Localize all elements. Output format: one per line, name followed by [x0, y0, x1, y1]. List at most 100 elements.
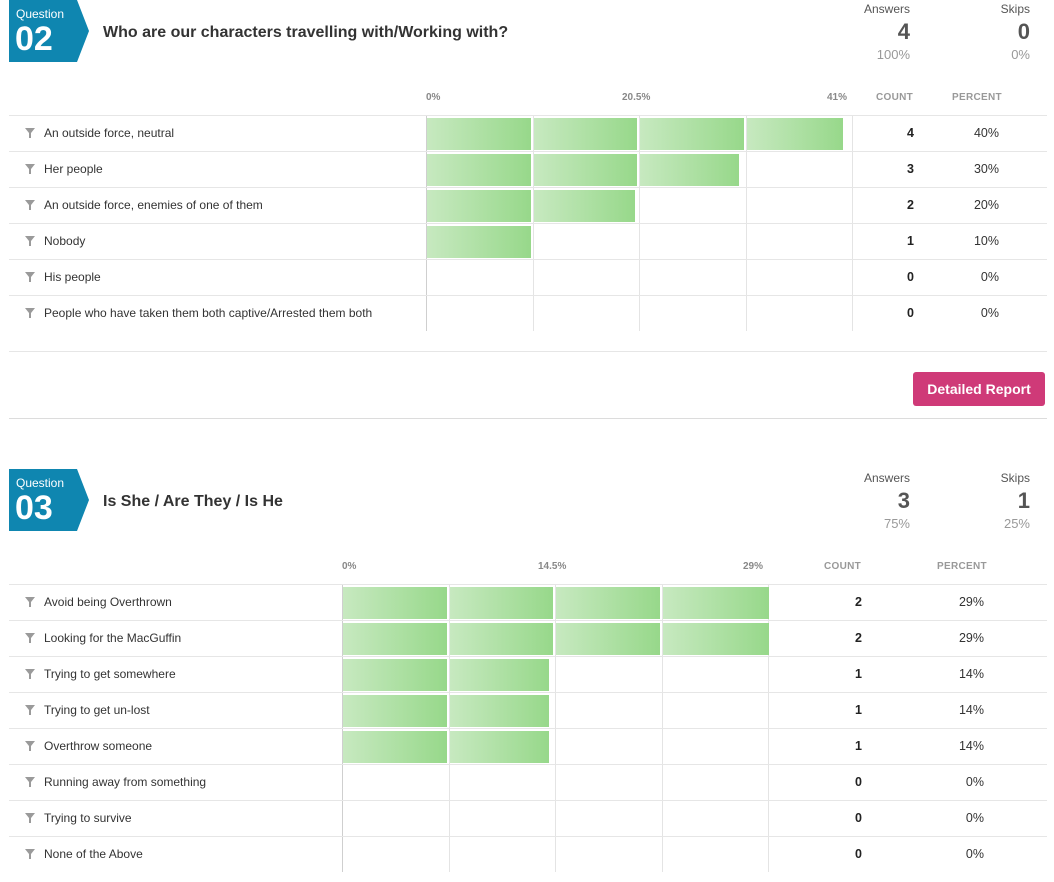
answer-row-label[interactable]: Trying to get un-lost	[24, 703, 150, 717]
answer-count: 1	[855, 739, 862, 753]
bar-segment	[427, 118, 531, 150]
section-divider	[9, 351, 1047, 352]
badge-shape	[9, 0, 89, 62]
answer-text: Nobody	[44, 234, 86, 248]
skips-label: Skips	[1000, 2, 1030, 16]
answer-count: 0	[855, 775, 862, 789]
answer-percent: 14%	[958, 739, 984, 753]
answers-label: Answers	[863, 471, 910, 485]
detailed-report-button[interactable]: Detailed Report	[913, 372, 1045, 406]
answer-percent: 29%	[958, 631, 984, 645]
answer-count: 0	[855, 847, 862, 861]
row-separator	[9, 259, 1047, 260]
filter-icon[interactable]	[24, 271, 36, 283]
answers-count: 3	[897, 488, 910, 513]
count-column-header: COUNT	[824, 561, 862, 572]
filter-icon[interactable]	[24, 812, 36, 824]
badge-shape	[9, 469, 89, 531]
answer-count: 0	[907, 270, 914, 284]
bar-segment	[343, 659, 447, 691]
answer-row-label[interactable]: Avoid being Overthrown	[24, 595, 172, 609]
answer-row-label[interactable]: Her people	[24, 162, 103, 176]
answer-row-label[interactable]: Looking for the MacGuffin	[24, 631, 181, 645]
filter-icon[interactable]	[24, 632, 36, 644]
answer-text: An outside force, enemies of one of them	[44, 198, 263, 212]
filter-icon[interactable]	[24, 199, 36, 211]
bar-segment	[662, 623, 769, 655]
answer-percent: 0%	[965, 847, 984, 861]
answer-percent: 0%	[965, 811, 984, 825]
row-separator	[9, 800, 1047, 801]
answer-bar	[427, 118, 843, 150]
bar-segment	[449, 659, 549, 691]
answer-row-label[interactable]: His people	[24, 270, 101, 284]
bar-segment	[533, 190, 635, 222]
answer-text: Avoid being Overthrown	[44, 595, 172, 609]
answer-row-label[interactable]: People who have taken them both captive/…	[24, 306, 372, 320]
skips-count: 1	[1017, 488, 1030, 513]
answer-count: 0	[907, 306, 914, 320]
axis-tick-label: 14.5%	[538, 561, 567, 572]
answer-row-label[interactable]: An outside force, enemies of one of them	[24, 198, 263, 212]
bar-segment	[533, 118, 637, 150]
row-separator	[9, 728, 1047, 729]
skips-percent: 0%	[1011, 47, 1030, 62]
filter-icon[interactable]	[24, 740, 36, 752]
question-02-section: Question 02 Who are our characters trave…	[0, 0, 1054, 420]
bar-segment	[640, 154, 739, 186]
answer-count: 2	[907, 198, 914, 212]
answers-label: Answers	[863, 2, 910, 16]
skips-percent: 25%	[1003, 516, 1030, 531]
filter-icon[interactable]	[24, 163, 36, 175]
filter-icon[interactable]	[24, 848, 36, 860]
percent-column-header: PERCENT	[937, 561, 987, 572]
filter-icon[interactable]	[24, 235, 36, 247]
row-separator	[9, 115, 1047, 116]
axis-tick-label: 0%	[342, 561, 357, 572]
filter-icon[interactable]	[24, 307, 36, 319]
answer-count: 1	[855, 667, 862, 681]
answer-text: Trying to survive	[44, 811, 132, 825]
answer-row-label[interactable]: Running away from something	[24, 775, 206, 789]
answer-text: An outside force, neutral	[44, 126, 175, 140]
bar-segment	[427, 190, 531, 222]
answer-bar	[343, 623, 769, 655]
row-separator	[9, 656, 1047, 657]
skips-stat: Skips 0 0%	[950, 2, 1030, 62]
filter-icon[interactable]	[24, 704, 36, 716]
answer-text: None of the Above	[44, 847, 143, 861]
bar-segment	[556, 623, 660, 655]
answer-count: 2	[855, 631, 862, 645]
question-badge-label: Question	[16, 476, 65, 490]
answer-text: Running away from something	[44, 775, 207, 789]
answer-bar	[343, 587, 769, 619]
count-column-header: COUNT	[876, 92, 914, 103]
question-03-section: Question 03 Is She / Are They / Is He An…	[0, 469, 1054, 882]
bar-segment	[449, 623, 553, 655]
bar-segment	[449, 695, 549, 727]
answer-row-label[interactable]: Nobody	[24, 234, 85, 248]
filter-icon[interactable]	[24, 127, 36, 139]
row-separator	[9, 764, 1047, 765]
row-separator	[9, 836, 1047, 837]
answer-count: 3	[907, 162, 914, 176]
answer-row-label[interactable]: Trying to get somewhere	[24, 667, 176, 681]
filter-icon[interactable]	[24, 776, 36, 788]
answer-bar	[343, 695, 549, 727]
filter-icon[interactable]	[24, 596, 36, 608]
filter-icon[interactable]	[24, 668, 36, 680]
row-separator	[9, 151, 1047, 152]
answer-row-label[interactable]: Overthrow someone	[24, 739, 152, 753]
answer-row-label[interactable]: None of the Above	[24, 847, 143, 861]
answer-count: 1	[907, 234, 914, 248]
answer-row-label[interactable]: Trying to survive	[24, 811, 132, 825]
answer-text: Trying to get somewhere	[44, 667, 176, 681]
bar-segment	[449, 587, 553, 619]
question-badge: Question 03	[9, 469, 89, 531]
row-separator	[9, 692, 1047, 693]
answer-text: People who have taken them both captive/…	[44, 306, 373, 320]
axis-tick-label: 20.5%	[622, 92, 651, 103]
answer-row-label[interactable]: An outside force, neutral	[24, 126, 174, 140]
answer-percent: 14%	[958, 667, 984, 681]
answer-percent: 0%	[965, 775, 984, 789]
